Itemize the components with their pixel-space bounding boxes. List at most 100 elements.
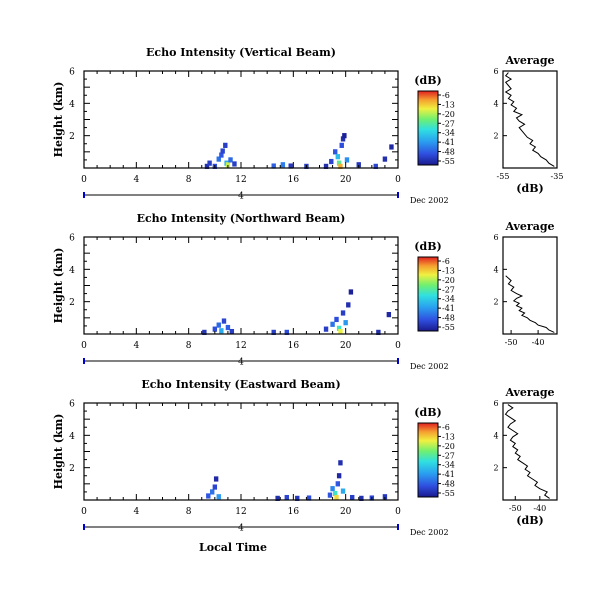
colorbar-tick-label: -27 — [442, 119, 455, 128]
echo-cell — [232, 161, 237, 167]
echo-cell — [389, 144, 394, 150]
colorbar-tick-label: -55 — [442, 489, 455, 498]
day-label: 4 — [238, 524, 244, 534]
panel-1: Echo Intensity (Northward Beam) Height (k… — [52, 212, 558, 371]
profile-y-tick-label: 4 — [493, 265, 498, 274]
day-label: 4 — [238, 358, 244, 368]
colorbar-tick-label: -27 — [442, 285, 455, 294]
echo-cell — [212, 326, 218, 332]
profile-line — [504, 72, 555, 167]
y-tick-label: 2 — [69, 464, 75, 474]
colorbar — [417, 90, 439, 166]
echo-cell — [213, 476, 219, 482]
echo-cell — [340, 310, 346, 316]
profile-y-tick-label: 2 — [493, 132, 498, 141]
colorbar-unit: (dB) — [414, 240, 441, 253]
echo-cell — [386, 312, 392, 318]
echo-cell — [220, 148, 225, 154]
panel-0: Echo Intensity (Vertical Beam) Height (km… — [52, 46, 563, 205]
echo-cell — [225, 324, 231, 331]
colorbar-tick-label: -6 — [442, 91, 450, 100]
echo-cell — [339, 142, 344, 148]
echo-cell — [323, 163, 329, 169]
panel-title: Echo Intensity (Northward Beam) — [137, 212, 346, 225]
colorbar-tick-label: -55 — [442, 157, 455, 166]
echo-cell — [346, 302, 351, 308]
echo-cell — [216, 156, 221, 162]
y-tick-label: 2 — [69, 132, 75, 142]
echo-cell — [219, 328, 224, 334]
plot-frame — [83, 70, 399, 169]
x-tick-label: 0 — [81, 175, 87, 185]
y-axis-label: Height (km) — [52, 82, 65, 158]
colorbar-tick-label: -13 — [442, 432, 455, 441]
echo-cell — [204, 163, 210, 169]
x-tick-label: 16 — [288, 507, 300, 517]
echo-cell — [219, 152, 224, 158]
profile-y-tick-label: 6 — [493, 67, 498, 76]
x-tick-label: 0 — [395, 175, 401, 185]
echo-cell — [335, 154, 341, 160]
echo-cell — [343, 320, 348, 326]
colorbar-tick-label: -41 — [442, 138, 455, 147]
echo-cell — [359, 495, 364, 501]
profile-title: Average — [504, 386, 554, 399]
echo-cell — [275, 495, 280, 501]
colorbar-tick-label: -41 — [442, 304, 455, 313]
profile-frame — [502, 402, 558, 501]
echo-cell — [280, 162, 286, 168]
echo-cell — [288, 163, 293, 169]
colorbar-tick-label: -41 — [442, 470, 455, 479]
y-tick-label: 4 — [69, 100, 75, 110]
profile-x-tick-label: -55 — [497, 172, 510, 181]
colorbar-tick-label: -20 — [442, 442, 455, 451]
echo-cell — [373, 163, 378, 169]
echo-cell — [333, 149, 338, 155]
echo-cell — [334, 494, 339, 501]
profile-title: Average — [504, 220, 554, 233]
echo-cell — [330, 321, 335, 327]
y-tick-label: 2 — [69, 298, 75, 308]
echo-cell — [350, 494, 355, 501]
profile-x-tick-label: -40 — [533, 504, 546, 513]
y-tick-label: 4 — [69, 266, 75, 276]
y-tick-label: 6 — [69, 234, 75, 244]
colorbar-tick-label: -34 — [442, 129, 455, 138]
date-label: Dec 2002 — [410, 196, 449, 205]
panel-title: Echo Intensity (Vertical Beam) — [146, 46, 336, 59]
profile-x-tick-label: -40 — [532, 338, 545, 347]
profile-x-label: (dB) — [516, 182, 543, 195]
colorbar-unit: (dB) — [414, 74, 441, 87]
echo-cell — [216, 494, 221, 500]
echo-cell — [225, 162, 231, 168]
echo-cell — [229, 328, 235, 335]
echo-cell — [207, 160, 212, 166]
profile-y-tick-label: 2 — [493, 298, 498, 307]
echo-cell — [382, 156, 388, 162]
echo-cell — [202, 329, 207, 335]
day-label: 4 — [238, 192, 244, 202]
colorbar-tick-label: -13 — [442, 266, 455, 275]
echo-cell — [336, 160, 342, 166]
echo-cell — [228, 157, 233, 163]
x-tick-label: 20 — [340, 507, 352, 517]
y-axis-label: Height (km) — [52, 414, 65, 490]
colorbar-tick-label: -27 — [442, 451, 455, 460]
date-label: Dec 2002 — [410, 362, 449, 371]
colorbar-tick-label: -48 — [442, 480, 455, 489]
profile-title: Average — [504, 54, 554, 67]
colorbar-tick-label: -20 — [442, 276, 455, 285]
echo-cell — [348, 289, 354, 295]
echo-cell — [336, 325, 342, 331]
colorbar-tick-label: -6 — [442, 257, 450, 266]
colorbar-tick-label: -48 — [442, 148, 455, 157]
profile-x-label: (dB) — [516, 514, 543, 527]
colorbar-tick-label: -48 — [442, 314, 455, 323]
plot-frame — [83, 236, 399, 335]
echo-cell — [338, 460, 343, 466]
x-tick-label: 20 — [340, 175, 352, 185]
panel-title: Echo Intensity (Eastward Beam) — [141, 378, 340, 391]
profile-x-tick-label: -50 — [509, 504, 522, 513]
echo-cell — [295, 495, 300, 501]
colorbar-unit: (dB) — [414, 406, 441, 419]
